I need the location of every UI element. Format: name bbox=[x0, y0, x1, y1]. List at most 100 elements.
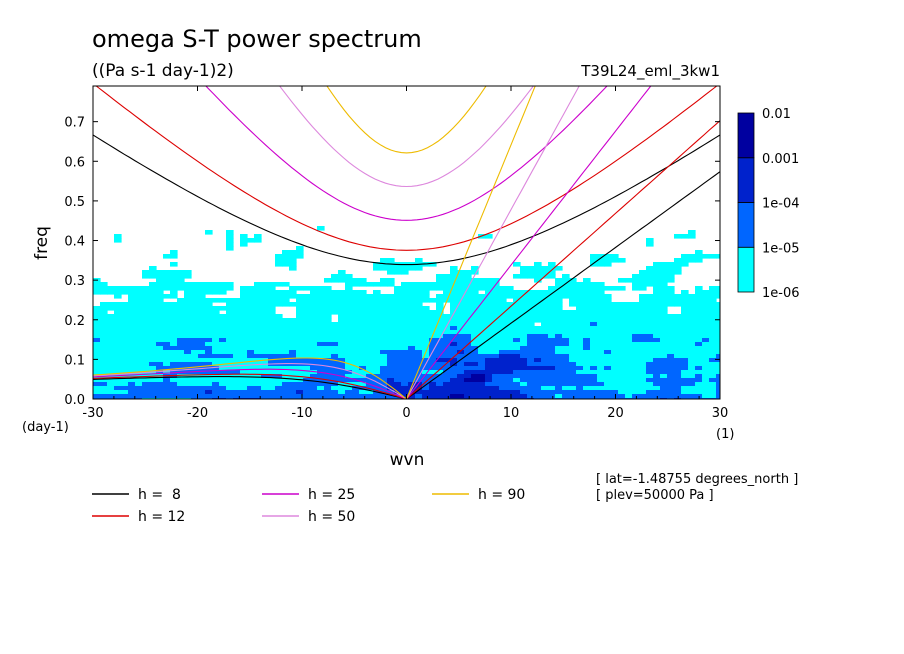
power-cell bbox=[429, 390, 437, 395]
power-cell bbox=[590, 386, 598, 391]
power-cell bbox=[149, 362, 157, 367]
power-cell bbox=[667, 330, 675, 335]
power-cell bbox=[422, 386, 430, 391]
power-cell bbox=[611, 378, 619, 383]
power-cell bbox=[688, 366, 696, 371]
power-cell bbox=[226, 306, 234, 311]
y-tick-label: 0.1 bbox=[64, 353, 85, 368]
power-cell bbox=[569, 378, 577, 383]
power-cell bbox=[667, 366, 675, 371]
power-cell bbox=[478, 318, 486, 323]
power-cell bbox=[674, 338, 682, 343]
power-cell bbox=[198, 314, 206, 319]
power-cell bbox=[632, 378, 640, 383]
power-cell bbox=[604, 370, 612, 375]
power-cell bbox=[639, 270, 647, 275]
power-cell bbox=[275, 370, 283, 375]
power-cell bbox=[149, 378, 157, 383]
power-cell bbox=[639, 282, 647, 287]
power-cell bbox=[128, 394, 136, 399]
power-cell bbox=[450, 390, 458, 395]
power-cell bbox=[660, 382, 668, 387]
power-cell bbox=[660, 314, 668, 319]
power-cell bbox=[219, 338, 227, 343]
power-cell bbox=[443, 294, 451, 299]
power-cell bbox=[492, 394, 500, 399]
power-cell bbox=[345, 282, 353, 287]
power-cell bbox=[450, 402, 458, 407]
power-cell bbox=[590, 342, 598, 347]
power-cell bbox=[506, 318, 514, 323]
power-cell bbox=[688, 338, 696, 343]
power-cell bbox=[184, 322, 192, 327]
power-cell bbox=[422, 330, 430, 335]
power-cell bbox=[408, 366, 416, 371]
power-cell bbox=[429, 362, 437, 367]
power-cell bbox=[520, 346, 528, 351]
power-cell bbox=[114, 362, 122, 367]
power-cell bbox=[401, 306, 409, 311]
power-cell bbox=[345, 298, 353, 303]
power-cell bbox=[156, 282, 164, 287]
power-cell bbox=[310, 298, 318, 303]
power-cell bbox=[443, 374, 451, 379]
power-cell bbox=[317, 338, 325, 343]
power-cell bbox=[492, 334, 500, 339]
power-cell bbox=[184, 274, 192, 279]
power-cell bbox=[422, 338, 430, 343]
power-cell bbox=[534, 358, 542, 363]
power-cell bbox=[716, 374, 720, 379]
power-cell bbox=[422, 342, 430, 347]
power-cell bbox=[177, 310, 185, 315]
power-cell bbox=[464, 350, 472, 355]
power-cell bbox=[457, 294, 465, 299]
power-cell bbox=[443, 274, 451, 279]
power-cell bbox=[583, 330, 591, 335]
power-cell bbox=[660, 262, 668, 267]
power-cell bbox=[513, 322, 521, 327]
power-cell bbox=[163, 294, 171, 299]
power-cell bbox=[366, 366, 374, 371]
power-cell bbox=[296, 318, 304, 323]
power-cell bbox=[520, 402, 528, 407]
power-cell bbox=[583, 346, 591, 351]
power-cell bbox=[499, 290, 507, 295]
power-cell bbox=[163, 270, 171, 275]
power-cell bbox=[569, 350, 577, 355]
power-cell bbox=[254, 234, 262, 239]
power-cell bbox=[191, 362, 199, 367]
power-cell bbox=[121, 402, 129, 407]
power-cell bbox=[674, 350, 682, 355]
power-cell bbox=[303, 382, 311, 387]
power-cell bbox=[576, 290, 584, 295]
power-cell bbox=[457, 382, 465, 387]
power-cell bbox=[114, 386, 122, 391]
power-cell bbox=[247, 298, 255, 303]
power-cell bbox=[541, 366, 549, 371]
power-cell bbox=[415, 330, 423, 335]
power-cell bbox=[562, 338, 570, 343]
power-cell bbox=[625, 310, 633, 315]
power-cell bbox=[401, 302, 409, 307]
power-cell bbox=[723, 342, 731, 347]
power-cell bbox=[107, 378, 115, 383]
power-cell bbox=[625, 318, 633, 323]
power-cell bbox=[268, 358, 276, 363]
power-cell bbox=[604, 394, 612, 399]
power-cell bbox=[555, 338, 563, 343]
power-cell bbox=[107, 350, 115, 355]
power-cell bbox=[163, 394, 171, 399]
power-cell bbox=[513, 386, 521, 391]
power-cell bbox=[275, 326, 283, 331]
power-cell bbox=[541, 294, 549, 299]
power-cell bbox=[674, 298, 682, 303]
power-cell bbox=[590, 394, 598, 399]
power-cell bbox=[667, 318, 675, 323]
power-cell bbox=[639, 370, 647, 375]
power-cell bbox=[310, 302, 318, 307]
power-cell bbox=[240, 314, 248, 319]
power-cell bbox=[464, 326, 472, 331]
power-cell bbox=[401, 310, 409, 315]
power-cell bbox=[618, 342, 626, 347]
power-cell bbox=[485, 338, 493, 343]
